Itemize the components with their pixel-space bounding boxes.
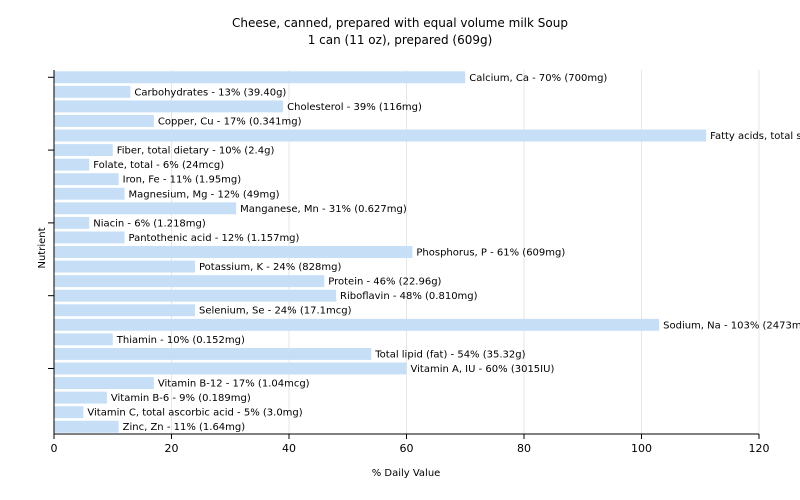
bar-label: Fiber, total dietary - 10% (2.4g)	[117, 146, 275, 157]
bar-label: Selenium, Se - 24% (17.1mcg)	[199, 306, 352, 317]
bar-label: Phosphorus, P - 61% (609mg)	[416, 248, 565, 259]
bar	[54, 129, 707, 142]
bars	[54, 71, 707, 433]
bar-label: Copper, Cu - 17% (0.341mg)	[158, 116, 302, 127]
bar	[54, 71, 466, 84]
bar	[54, 158, 90, 171]
chart-title: Cheese, canned, prepared with equal volu…	[232, 16, 568, 30]
bar-label: Cholesterol - 39% (116mg)	[287, 102, 422, 113]
bar-label: Vitamin B-6 - 9% (0.189mg)	[111, 393, 251, 404]
x-tick-label: 40	[282, 442, 296, 455]
x-tick-label: 0	[51, 442, 58, 455]
bar	[54, 304, 195, 317]
bar-label: Riboflavin - 48% (0.810mg)	[340, 291, 478, 302]
bar-label: Protein - 46% (22.96g)	[328, 277, 441, 288]
x-tick-label: 80	[517, 442, 531, 455]
bar	[54, 406, 84, 419]
bar	[54, 420, 119, 433]
bar	[54, 289, 336, 302]
bar-label: Magnesium, Mg - 12% (49mg)	[129, 189, 280, 200]
bar	[54, 144, 113, 157]
bar-label: Potassium, K - 24% (828mg)	[199, 262, 341, 273]
bar	[54, 216, 90, 229]
bar	[54, 347, 372, 360]
bar-label: Sodium, Na - 103% (2473mg)	[663, 320, 800, 331]
bar	[54, 85, 131, 98]
bar	[54, 318, 660, 331]
bar	[54, 333, 113, 346]
y-axis-title: Nutrient	[37, 227, 48, 268]
bar-label: Carbohydrates - 13% (39.40g)	[134, 87, 286, 98]
bar-label: Iron, Fe - 11% (1.95mg)	[123, 175, 242, 186]
bar-label: Total lipid (fat) - 54% (35.32g)	[374, 349, 525, 360]
bar	[54, 187, 125, 200]
x-tick-label: 20	[165, 442, 179, 455]
bar-label: Vitamin B-12 - 17% (1.04mcg)	[158, 379, 310, 390]
bar-label: Fatty acids, total saturated - 111% (22.…	[710, 131, 800, 142]
bar	[54, 391, 107, 404]
bar-label: Niacin - 6% (1.218mg)	[93, 218, 206, 229]
bar-label: Calcium, Ca - 70% (700mg)	[469, 73, 607, 84]
bar	[54, 246, 413, 258]
x-axis-title: % Daily Value	[372, 468, 441, 479]
bar-label: Manganese, Mn - 31% (0.627mg)	[240, 204, 407, 215]
bar	[54, 114, 154, 127]
x-tick-label: 120	[749, 442, 770, 455]
chart-subtitle: 1 can (11 oz), prepared (609g)	[308, 33, 493, 47]
bar-label: Folate, total - 6% (24mcg)	[93, 160, 224, 171]
bar-label: Pantothenic acid - 12% (1.157mg)	[129, 233, 300, 244]
bar	[54, 202, 237, 215]
axes: 0 20 40 60 80 100 120	[48, 70, 770, 455]
bar-label: Thiamin - 10% (0.152mg)	[116, 335, 245, 346]
bar	[54, 100, 284, 113]
bar	[54, 362, 407, 375]
bar-label: Vitamin A, IU - 60% (3015IU)	[411, 364, 555, 375]
bar	[54, 173, 119, 186]
bar-labels: Calcium, Ca - 70% (700mg) Carbohydrates -…	[87, 73, 800, 433]
bar	[54, 377, 154, 390]
bar	[54, 275, 325, 288]
bar-label: Zinc, Zn - 11% (1.64mg)	[123, 422, 246, 433]
bar-label: Vitamin C, total ascorbic acid - 5% (3.0…	[87, 408, 302, 419]
x-tick-label: 100	[631, 442, 652, 455]
x-tick-label: 60	[400, 442, 414, 455]
bar	[54, 260, 195, 273]
bar	[54, 231, 125, 244]
